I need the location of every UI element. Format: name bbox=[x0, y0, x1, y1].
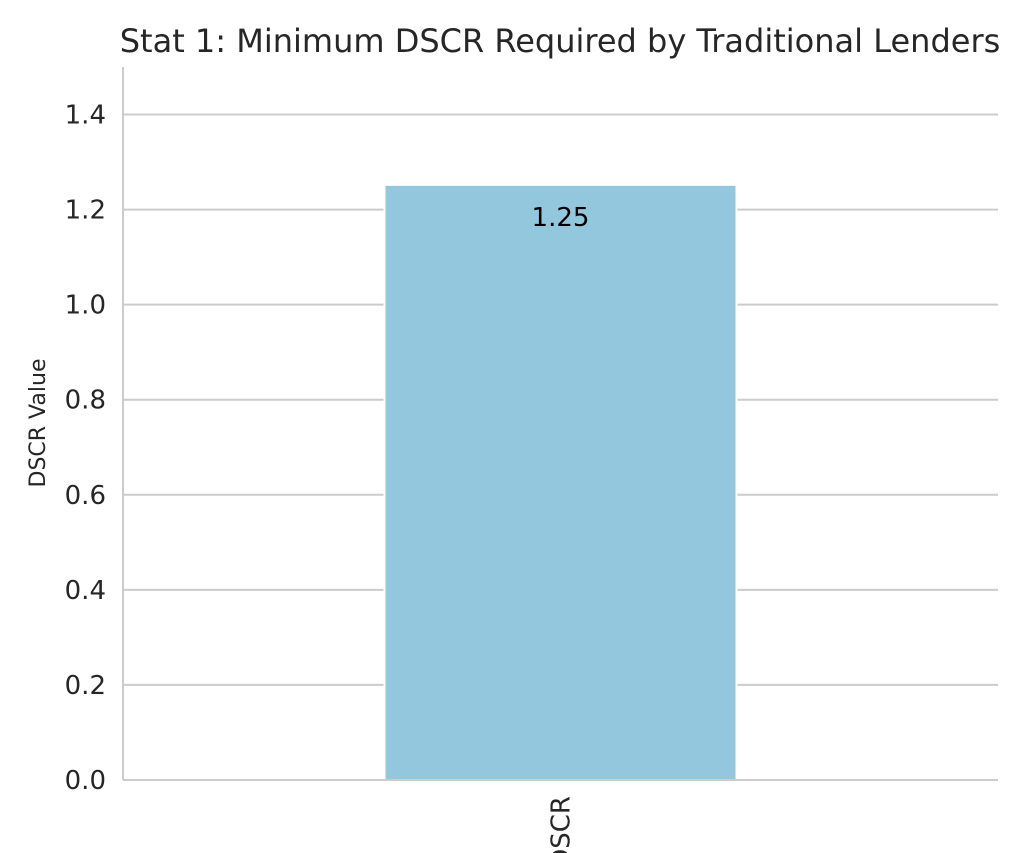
chart-title: Stat 1: Minimum DSCR Required by Traditi… bbox=[120, 22, 1001, 60]
y-tick-label: 1.2 bbox=[65, 196, 106, 226]
y-tick-label: 0.0 bbox=[65, 766, 106, 796]
x-tick-label: DSCR bbox=[547, 796, 577, 853]
bar-layer bbox=[383, 183, 738, 781]
label-layer: 0.0 0.2 0.4 0.6 0.8 1.0 1.2 1.4 1.25 DSCR bbox=[65, 101, 590, 853]
bar bbox=[385, 185, 736, 781]
y-tick-label: 1.0 bbox=[65, 291, 106, 321]
y-tick-label: 0.6 bbox=[65, 481, 106, 511]
y-tick-label: 0.8 bbox=[65, 386, 106, 416]
y-tick-label: 1.4 bbox=[65, 101, 106, 131]
y-axis-label: DSCR Value bbox=[26, 359, 51, 488]
bar-data-label: 1.25 bbox=[532, 203, 590, 233]
y-tick-label: 0.2 bbox=[65, 671, 106, 701]
y-tick-label: 0.4 bbox=[65, 576, 106, 606]
